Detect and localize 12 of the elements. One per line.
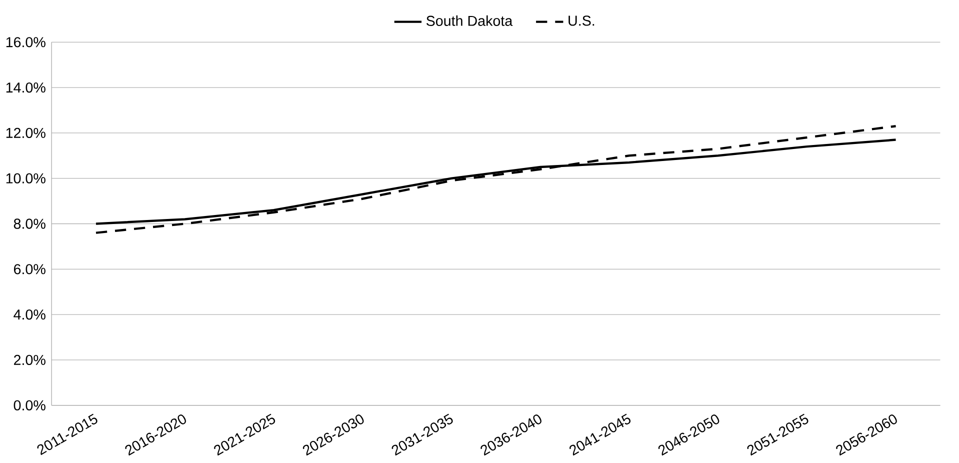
y-tick-label: 2.0% xyxy=(14,354,46,365)
y-tick-label: 12.0% xyxy=(6,128,46,138)
y-tick-label: 16.0% xyxy=(6,36,46,48)
line-series xyxy=(94,124,897,234)
legend-label: South Dakota xyxy=(426,15,513,26)
y-tick-label: 8.0% xyxy=(14,218,46,229)
y-tick-label: 4.0% xyxy=(14,309,46,320)
legend-label: U.S. xyxy=(568,15,594,26)
y-tick-label: 0.0% xyxy=(14,400,46,410)
y-tick-label: 14.0% xyxy=(6,82,46,92)
y-tick-label: 6.0% xyxy=(14,264,46,274)
y-tick-label: 10.0% xyxy=(6,173,46,184)
